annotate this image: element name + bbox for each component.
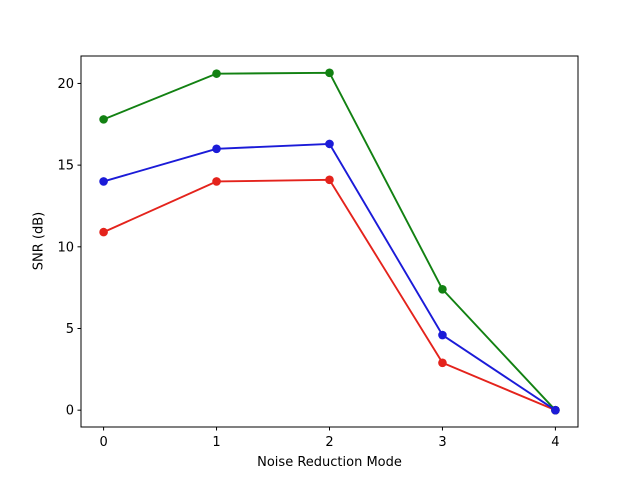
y-tick-label: 10 (57, 240, 74, 255)
data-point-blue-line-4 (551, 405, 560, 415)
data-point-blue-line-1 (212, 144, 221, 154)
x-tick-label: 2 (325, 435, 333, 450)
y-axis-label: SNR (dB) (31, 211, 47, 271)
data-point-red-line-2 (325, 175, 334, 185)
plot-area (81, 56, 578, 427)
x-tick-label: 1 (212, 435, 220, 450)
data-point-green-line-0 (99, 115, 108, 124)
data-point-red-line-3 (438, 358, 447, 368)
x-tick-label: 0 (99, 435, 107, 450)
data-point-blue-line-3 (438, 330, 447, 340)
x-tick-label: 3 (438, 435, 446, 450)
data-point-green-line-1 (212, 69, 221, 78)
data-point-green-line-2 (325, 68, 334, 78)
y-tick-label: 0 (66, 404, 74, 419)
x-tick-label: 4 (551, 435, 559, 450)
y-tick-label: 15 (57, 159, 74, 174)
data-point-blue-line-2 (325, 139, 334, 149)
data-point-blue-line-0 (99, 177, 108, 186)
data-point-green-line-3 (438, 284, 447, 294)
data-point-red-line-0 (99, 227, 108, 237)
y-tick-label: 5 (66, 322, 74, 337)
x-axis-label: Noise Reduction Mode (257, 455, 402, 470)
y-tick-label: 20 (57, 77, 74, 92)
data-point-red-line-1 (212, 177, 221, 186)
